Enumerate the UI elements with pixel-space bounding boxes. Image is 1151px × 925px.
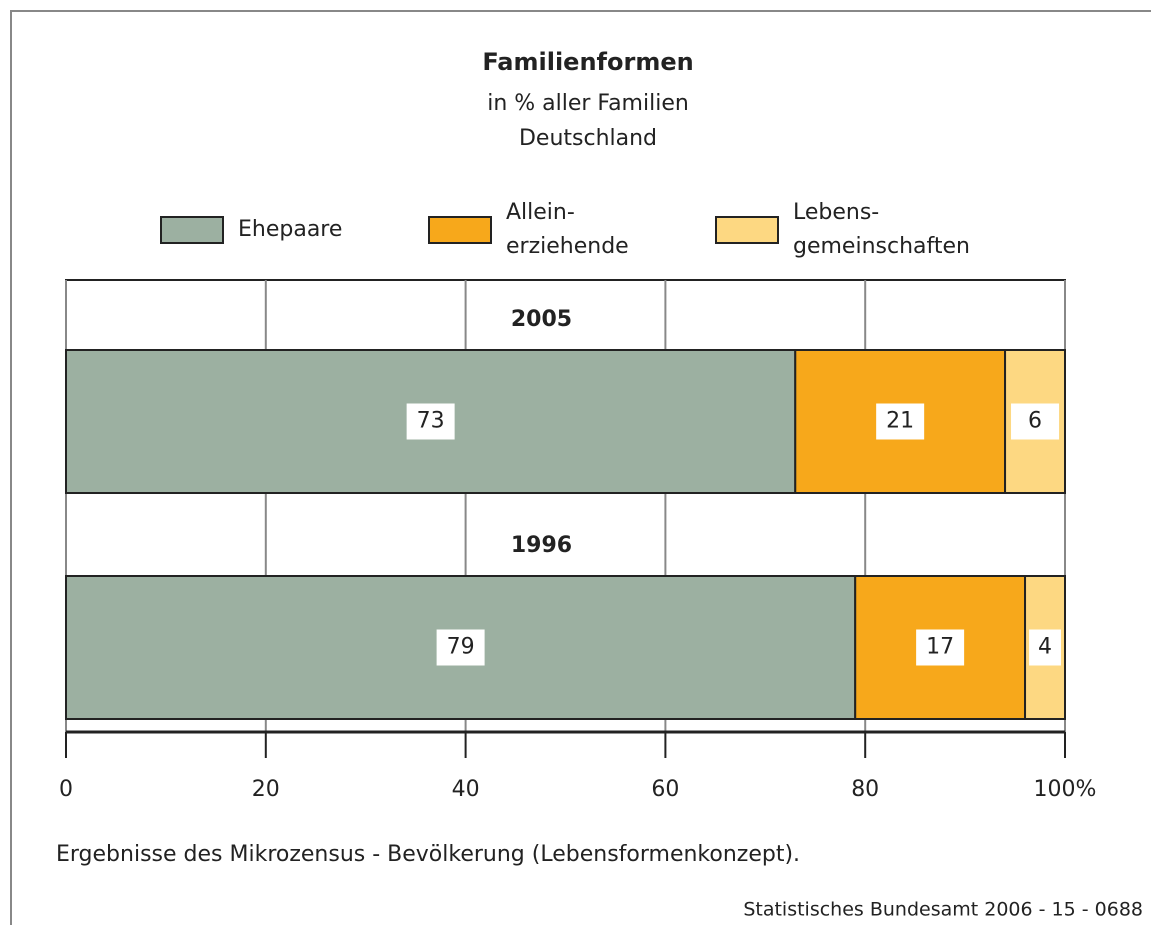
chart-title: Familienformen [482,48,693,76]
category-label: 1996 [511,533,572,558]
x-tick-label: 20 [252,777,280,802]
value-label: 79 [447,635,475,660]
value-label-bg [1011,403,1060,440]
value-label-bg [406,403,455,440]
legend-label: Lebens- gemeinschaften [793,200,970,259]
legend-item: Allein- erziehende [428,195,629,265]
legend-item: Lebens- gemeinschaften [715,195,970,265]
value-label: 17 [926,635,954,660]
value-label-bg [436,629,485,666]
value-label-bg [916,629,965,666]
chart-subtitle: Deutschland [519,126,657,151]
source: Statistisches Bundesamt 2006 - 15 - 0688 [743,899,1143,921]
chart-subtitle: in % aller Familien [487,91,689,116]
value-label: 21 [886,409,914,434]
value-label-bg [876,403,925,440]
x-tick-label: 40 [452,777,480,802]
x-tick-label: 100% [1034,777,1097,802]
legend-swatch [715,216,779,244]
value-label: 73 [417,409,445,434]
footnote: Ergebnisse des Mikrozensus - Bevölkerung… [56,842,800,867]
legend-swatch [160,216,224,244]
legend-label: Ehepaare [238,217,343,242]
legend-swatch [428,216,492,244]
legend-label: Allein- erziehende [506,200,629,259]
value-label: 6 [1028,409,1042,434]
value-label: 4 [1038,635,1052,660]
x-tick-label: 80 [851,777,879,802]
category-label: 2005 [511,307,572,332]
x-tick-label: 60 [651,777,679,802]
legend-item: Ehepaare [160,195,342,265]
x-tick-label: 0 [59,777,73,802]
value-label-bg [1029,629,1061,666]
